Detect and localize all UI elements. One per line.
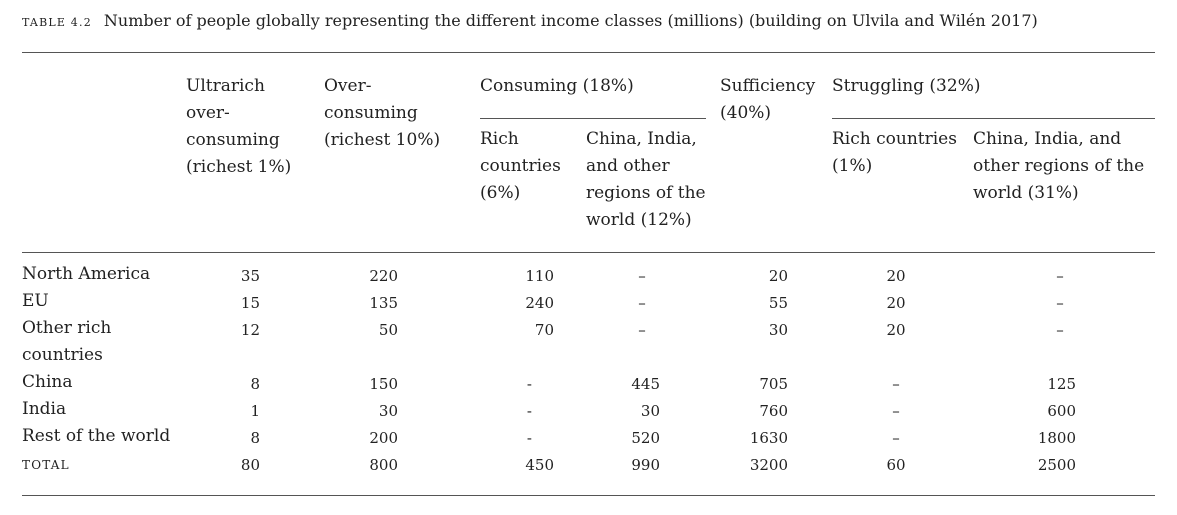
cell-china-sufficiency: 705 — [759, 375, 788, 393]
cell-eu-struggling-rich: 20 — [886, 294, 906, 312]
cell-total-consuming-rich: 450 — [525, 456, 554, 474]
table-title: Number of people globally representing t… — [103, 11, 1038, 30]
cell-na-consuming-other: – — [638, 267, 646, 285]
cell-total-sufficiency: 3200 — [749, 456, 788, 474]
row-label-china: China — [22, 372, 73, 392]
cell-eu-consuming-rich: 240 — [525, 294, 554, 312]
header-struggling: Struggling (32%) — [832, 76, 981, 96]
cell-orc-sufficiency: 30 — [768, 321, 788, 339]
cell-china-struggling-other: 125 — [1047, 375, 1076, 393]
cell-eu-struggling-other: – — [1056, 294, 1064, 312]
bottom-rule — [22, 495, 1155, 496]
cell-na-struggling-other: – — [1056, 267, 1064, 285]
cell-na-consuming-rich: 110 — [525, 267, 554, 285]
cell-total-struggling-other: 2500 — [1037, 456, 1076, 474]
cell-india-struggling-other: 600 — [1047, 402, 1076, 420]
cell-india-sufficiency: 760 — [759, 402, 788, 420]
cell-total-struggling-rich: 60 — [886, 456, 906, 474]
row-label-total: Total — [22, 458, 70, 472]
header-struggling-other: China, India, and other regions of the w… — [973, 129, 1145, 203]
consuming-rule — [480, 118, 706, 119]
cell-total-consuming-other: 990 — [631, 456, 660, 474]
header-consuming: Consuming (18%) — [480, 76, 634, 96]
header-consuming-other: China, India, and other regions of the w… — [586, 129, 706, 230]
cell-rotw-consuming-rich: - — [526, 429, 532, 447]
cell-rotw-struggling-rich: – — [892, 429, 900, 447]
cell-eu-overconsuming: 135 — [369, 294, 398, 312]
table-caption: Table 4.2 Number of people globally repre… — [22, 11, 1038, 30]
row-label-rest-of-world: Rest of the world — [22, 426, 171, 446]
cell-orc-struggling-rich: 20 — [886, 321, 906, 339]
cell-china-consuming-rich: - — [526, 375, 532, 393]
cell-total-overconsuming: 800 — [369, 456, 398, 474]
cell-na-ultrarich: 35 — [240, 267, 260, 285]
row-label-other-rich: Other rich countries — [22, 318, 112, 365]
cell-eu-ultrarich: 15 — [240, 294, 260, 312]
cell-orc-struggling-other: – — [1056, 321, 1064, 339]
cell-china-ultrarich: 8 — [250, 375, 260, 393]
cell-china-overconsuming: 150 — [369, 375, 398, 393]
header-ultrarich: Ultrarich over-consuming (richest 1%) — [186, 76, 292, 177]
cell-orc-consuming-other: – — [638, 321, 646, 339]
cell-rotw-ultrarich: 8 — [250, 429, 260, 447]
cell-na-overconsuming: 220 — [369, 267, 398, 285]
cell-china-consuming-other: 445 — [631, 375, 660, 393]
cell-orc-overconsuming: 50 — [378, 321, 398, 339]
cell-india-consuming-rich: - — [526, 402, 532, 420]
top-rule — [22, 52, 1155, 53]
cell-na-sufficiency: 20 — [768, 267, 788, 285]
table-number: Table 4.2 — [22, 16, 92, 29]
cell-eu-consuming-other: – — [638, 294, 646, 312]
cell-na-struggling-rich: 20 — [886, 267, 906, 285]
cell-rotw-struggling-other: 1800 — [1037, 429, 1076, 447]
cell-rotw-overconsuming: 200 — [369, 429, 398, 447]
struggling-rule — [832, 118, 1155, 119]
cell-rotw-consuming-other: 520 — [631, 429, 660, 447]
header-consuming-rich: Rich countries (6%) — [480, 129, 561, 203]
cell-india-struggling-rich: – — [892, 402, 900, 420]
header-struggling-rich: Rich countries (1%) — [832, 129, 957, 176]
header-sufficiency: Sufficiency (40%) — [720, 76, 816, 123]
cell-india-consuming-other: 30 — [640, 402, 660, 420]
row-label-north-america: North America — [22, 264, 151, 284]
header-bottom-rule — [22, 252, 1155, 253]
cell-rotw-sufficiency: 1630 — [749, 429, 788, 447]
row-label-eu: EU — [22, 291, 49, 311]
header-overconsuming: Over-consuming (richest 10%) — [324, 76, 441, 150]
row-label-india: India — [22, 399, 67, 419]
cell-total-ultrarich: 80 — [240, 456, 260, 474]
cell-eu-sufficiency: 55 — [768, 294, 788, 312]
cell-india-ultrarich: 1 — [250, 402, 260, 420]
cell-orc-consuming-rich: 70 — [534, 321, 554, 339]
cell-china-struggling-rich: – — [892, 375, 900, 393]
cell-india-overconsuming: 30 — [378, 402, 398, 420]
cell-orc-ultrarich: 12 — [240, 321, 260, 339]
